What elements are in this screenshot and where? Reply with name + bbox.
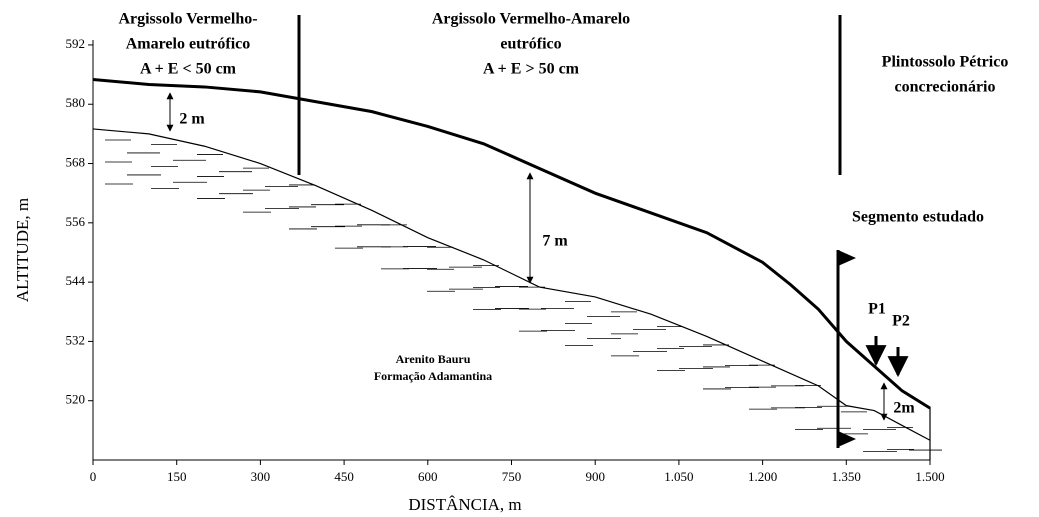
x-tick-label: 600 <box>418 469 438 484</box>
annotation: P1 <box>868 301 886 318</box>
flag <box>838 431 856 447</box>
x-tick-label: 1.500 <box>915 469 944 484</box>
y-tick-label: 556 <box>66 214 86 229</box>
annotation: A + E > 50 cm <box>483 61 580 78</box>
y-axis-label: ALTITUDE, m <box>13 198 32 302</box>
annotation: concrecionário <box>894 79 995 96</box>
y-tick-label: 544 <box>66 273 86 288</box>
y-tick-label: 580 <box>66 95 86 110</box>
annotation: 2m <box>893 400 915 417</box>
y-tick-label: 520 <box>66 392 86 407</box>
y-tick-label: 568 <box>66 155 86 170</box>
decorations <box>166 15 931 460</box>
x-axis-label: DISTÂNCIA, m <box>408 495 521 514</box>
annotation: Argissolo Vermelho-Amarelo <box>432 11 630 28</box>
profile-line <box>92 78 931 410</box>
annotation: Amarelo eutrófico <box>126 36 251 53</box>
annotation: Arenito Bauru <box>396 352 471 366</box>
x-tick-label: 0 <box>90 469 97 484</box>
x-tick-label: 1.200 <box>748 469 777 484</box>
x-tick-label: 1.350 <box>832 469 861 484</box>
x-tick-label: 1.050 <box>664 469 693 484</box>
annotation: P2 <box>892 313 910 330</box>
x-tick-label: 900 <box>585 469 605 484</box>
x-tick-label: 300 <box>251 469 271 484</box>
annotation: 7 m <box>542 233 568 250</box>
profile-line <box>92 128 931 441</box>
flag <box>838 250 856 266</box>
annotation: A + E < 50 cm <box>140 61 237 78</box>
annotation: eutrófico <box>500 36 561 53</box>
annotation: Formação Adamantina <box>374 369 492 383</box>
x-tick-label: 750 <box>502 469 522 484</box>
x-tick-label: 450 <box>334 469 354 484</box>
x-tick-label: 150 <box>167 469 187 484</box>
annotation: Segmento estudado <box>852 209 984 226</box>
y-tick-label: 532 <box>66 332 86 347</box>
annotation: 2 m <box>179 111 205 128</box>
annotation: Argissolo Vermelho- <box>118 11 257 28</box>
annotation: Plintossolo Pétrico <box>882 54 1009 71</box>
y-tick-label: 592 <box>66 36 86 51</box>
